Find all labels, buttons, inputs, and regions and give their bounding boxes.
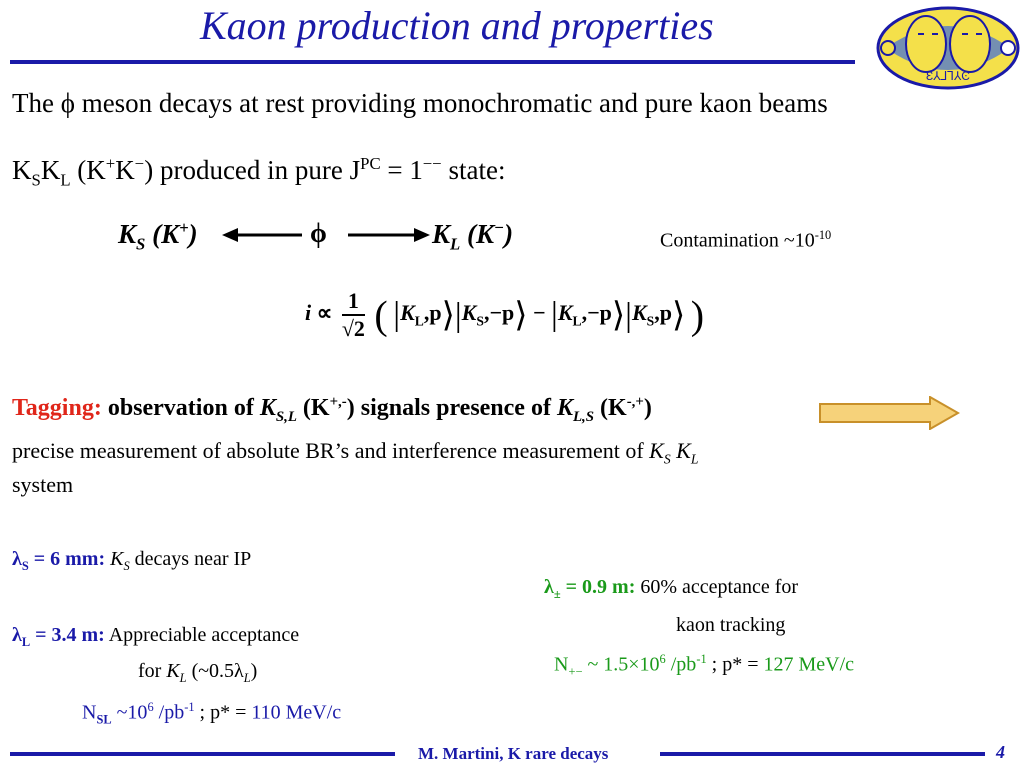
intro-line: The ϕ meson decays at rest providing mon… <box>12 88 828 118</box>
lambda-pm-line2: kaon tracking <box>676 614 786 636</box>
contamination-note: Contamination ~10-10 <box>660 228 832 252</box>
left-arrow <box>222 228 302 242</box>
kloe-logo: Ɛ⅄⅃⅂⅄Ͼ <box>876 6 1020 90</box>
footer-rule-right <box>660 752 985 756</box>
decay-right-label: KL (K−) <box>432 218 514 254</box>
state-formula: i ∝ 1 √2 ( |KL,p⟩|KS,−p⟩ − |KL,−p⟩|KS,p⟩… <box>305 288 705 341</box>
n-sl-line: NSL ~106 /pb-1 ; p* = 110 MeV/c <box>82 700 342 727</box>
page-number: 4 <box>996 742 1005 762</box>
lambda-pm-line: λ± = 0.9 m: 60% acceptance for <box>544 576 799 601</box>
n-pm-line: N+− ~ 1.5×106 /pb-1 ; p* = 127 MeV/c <box>554 652 855 679</box>
title-underline <box>10 60 855 64</box>
lambda-s-line: λS = 6 mm: KS decays near IP <box>12 548 252 573</box>
ksl-production-line: KSKL (K+K−) produced in pure JPC = 1−− s… <box>12 154 506 190</box>
logo-text: Ɛ⅄⅃⅂⅄Ͼ <box>926 69 970 83</box>
lambda-l-line: λL = 3.4 m: Appreciable acceptance <box>12 624 300 649</box>
tagging-line: Tagging: observation of KS,L (K+,-) sign… <box>12 394 652 425</box>
right-block-arrow <box>819 396 960 430</box>
phi-label: ϕ <box>310 218 327 248</box>
lambda-l-line2: for KL (~0.5λL) <box>138 660 258 685</box>
footer-author: M. Martini, K rare decays <box>418 744 609 763</box>
right-arrow <box>348 228 430 242</box>
footer-rule-left <box>10 752 395 756</box>
page-title: Kaon production and properties <box>200 3 714 48</box>
precise-measurement-line2: system <box>12 472 74 497</box>
precise-measurement-line: precise measurement of absolute BR’s and… <box>12 438 699 467</box>
decay-left-label: KS (K+) <box>118 218 198 254</box>
